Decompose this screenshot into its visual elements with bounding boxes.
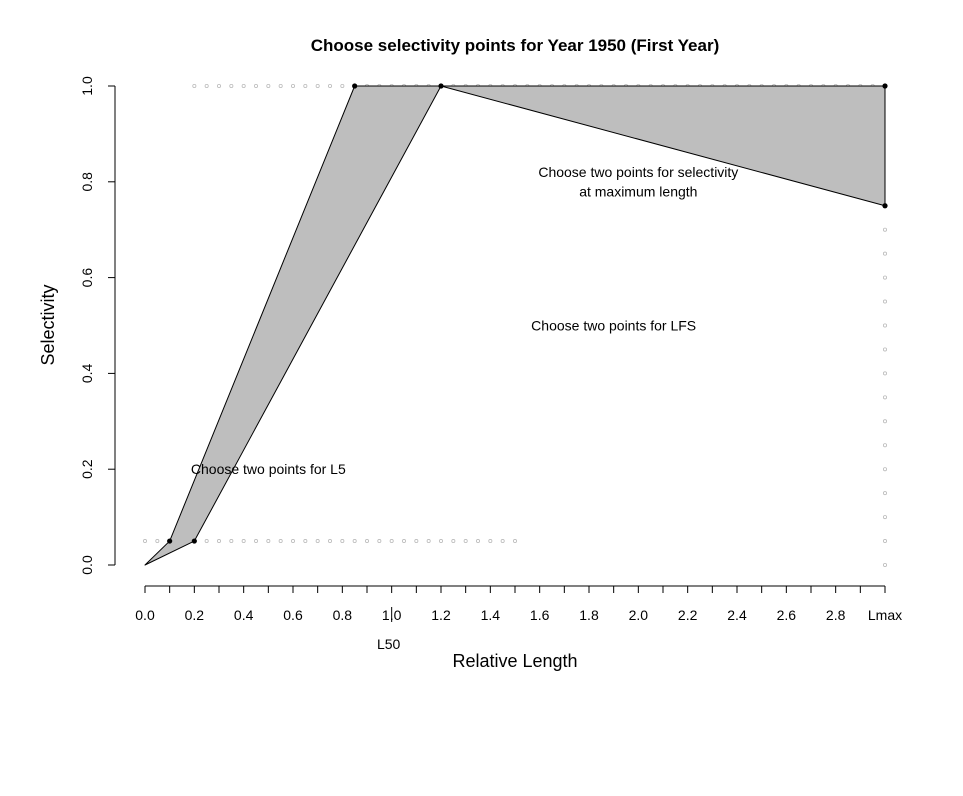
candidate-point [266,84,271,89]
candidate-point [216,539,221,544]
candidate-point [278,539,283,544]
candidate-point [290,539,295,544]
y-tick-label: 0.8 [79,172,95,192]
candidate-point [192,84,197,89]
annotation-text: at maximum length [579,183,697,199]
x-axis: 0.0 0.2 0.4 0.6 0.8 1.0 1.2 1.4 1.6 1.8 2.0 2.2 2.4 2… [135,585,902,623]
x-tick-label: 0.2 [185,607,205,623]
x-tick-label: Lmax [868,607,902,623]
candidate-point [155,539,160,544]
x-tick-label: 2.8 [826,607,846,623]
candidate-point [389,539,394,544]
y-axis-title: Selectivity [38,284,58,365]
candidate-point [426,539,431,544]
x-tick-label: 0.0 [135,607,155,623]
candidate-point [500,539,505,544]
annotation-text: Choose two points for LFS [531,318,696,334]
y-tick-label: 0.6 [79,268,95,288]
candidate-point [883,419,888,424]
candidate-point [475,539,480,544]
annotation-text: Choose two points for L5 [191,461,346,477]
x-tick-label: 2.6 [777,607,797,623]
selected-point [352,83,358,89]
candidate-point [883,491,888,496]
candidate-point [352,539,357,544]
candidate-point [883,563,888,568]
candidate-point [414,539,419,544]
candidate-point [241,539,246,544]
x-tick-label: 1.8 [579,607,599,623]
x-tick-label: 1.2 [431,607,451,623]
candidate-point [883,227,888,232]
x-tick-label: 2.4 [727,607,747,623]
candidate-point [883,371,888,376]
selected-point [882,83,888,89]
candidate-point [266,539,271,544]
candidate-point [327,84,332,89]
candidate-point [883,323,888,328]
candidate-point [883,515,888,520]
candidate-point [278,84,283,89]
candidate-point [883,299,888,304]
annotations: Choose two points for L5 Choose two point… [191,164,738,477]
x-tick-label: 2.0 [629,607,649,623]
y-tick-label: 0.2 [79,459,95,479]
candidate-point [315,84,320,89]
selected-points [167,83,888,544]
x-axis-title: Relative Length [452,651,577,671]
x-tick-label: 1.6 [530,607,550,623]
selected-point [438,83,444,89]
chart-title: Choose selectivity points for Year 1950 … [311,36,720,55]
candidate-point [303,84,308,89]
candidate-point [883,467,888,472]
l50-label: L50 [377,636,401,652]
selectivity-polygon [144,85,886,566]
candidate-point [883,539,888,544]
x-tick-label: 1.4 [481,607,501,623]
x-tick-label: 0.8 [333,607,353,623]
candidate-point [438,539,443,544]
selected-point [191,538,197,544]
y-axis: 0.0 0.2 0.4 0.6 0.8 1.0 [79,76,116,575]
y-tick-label: 0.0 [79,555,95,575]
annotation-text: Choose two points for selectivity [538,164,738,180]
candidate-point [253,84,258,89]
candidate-point [216,84,221,89]
candidate-point [229,84,234,89]
candidate-point [204,84,209,89]
candidate-point [303,539,308,544]
candidate-point [883,251,888,256]
candidate-point [513,539,518,544]
candidate-point [229,539,234,544]
candidate-point [463,539,468,544]
candidate-point [142,539,147,544]
y-tick-label: 0.4 [79,363,95,383]
candidate-point [883,443,888,448]
candidate-point [377,539,382,544]
candidate-point [883,275,888,280]
candidate-point [364,539,369,544]
x-tick-label: 0.6 [283,607,303,623]
candidate-point [488,539,493,544]
selected-point [882,203,888,209]
y-tick-label: 1.0 [79,76,95,96]
candidate-point [327,539,332,544]
candidate-point [315,539,320,544]
selected-point [167,538,173,544]
candidate-point [253,539,258,544]
candidate-point [451,539,456,544]
candidate-point [340,539,345,544]
candidate-point [340,84,345,89]
candidate-point [241,84,246,89]
candidate-point [204,539,209,544]
candidate-point [401,539,406,544]
candidate-point [290,84,295,89]
x-tick-label: 0.4 [234,607,254,623]
candidate-point [883,347,888,352]
candidate-point [883,395,888,400]
x-tick-label: 2.2 [678,607,698,623]
